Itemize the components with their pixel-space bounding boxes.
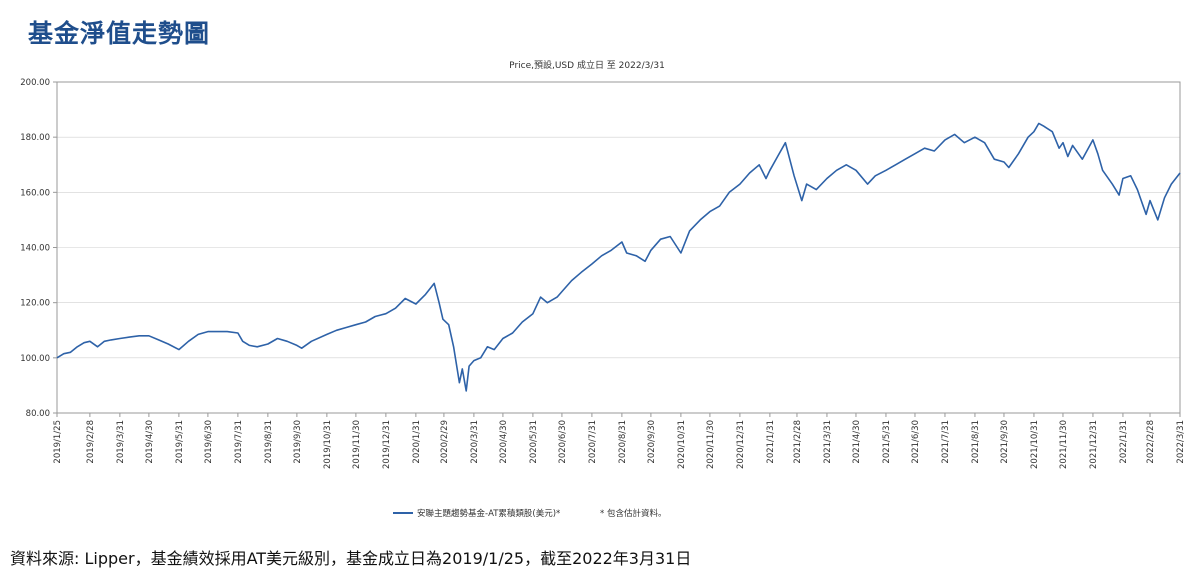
chart-container: Price,預設,USD 成立日 至 2022/3/31 80.00 100.00… (20, 59, 1186, 519)
x-tick-label: 2019/12/31 (382, 420, 392, 469)
gridlines (57, 81, 1180, 414)
x-tick-label: 2019/3/31 (116, 420, 126, 464)
x-tick-label: 2021/8/31 (971, 420, 981, 464)
y-tick-label: 140.00 (20, 244, 50, 254)
page-title: 基金淨值走勢圖 (28, 19, 211, 48)
x-tick-label: 2019/1/25 (53, 420, 63, 464)
x-tick-label: 2020/6/30 (558, 420, 568, 464)
x-tick-label: 2021/2/28 (793, 420, 803, 464)
x-tick-label: 2019/10/31 (323, 420, 333, 469)
x-tick-label: 2020/12/31 (736, 420, 746, 469)
y-tick-label: 100.00 (20, 354, 50, 364)
y-tick-label: 80.00 (26, 409, 50, 419)
x-tick-label: 2020/4/30 (499, 420, 509, 464)
chart-title: Price,預設,USD 成立日 至 2022/3/31 (509, 59, 665, 71)
y-axis: 80.00 100.00 120.00 140.00 160.00 180.00 200.0… (20, 78, 57, 419)
x-tick-label: 2021/5/31 (882, 420, 892, 464)
x-tick-label: 2020/11/30 (706, 420, 716, 469)
x-tick-label: 2021/6/30 (911, 420, 921, 464)
x-tick-label: 2020/3/31 (470, 420, 480, 464)
x-tick-label: 2020/2/29 (440, 420, 450, 464)
legend: 安聯主題趨勢基金-AT累積類股(美元)* * 包含估計資料。 (393, 508, 666, 519)
x-tick-label: 2019/4/30 (145, 420, 155, 464)
x-tick-label: 2019/8/31 (264, 420, 274, 464)
x-tick-label: 2020/5/31 (529, 420, 539, 464)
x-tick-label: 2021/7/31 (941, 420, 951, 464)
x-tick-label: 2019/9/30 (293, 420, 303, 464)
x-tick-label: 2021/3/31 (823, 420, 833, 464)
x-tick-label: 2021/10/31 (1030, 420, 1040, 469)
x-axis: 2019/1/25 2019/2/28 2019/3/31 2019/4/30 2019… (53, 413, 1186, 469)
x-tick-label: 2021/11/30 (1059, 420, 1069, 469)
y-tick-label: 160.00 (20, 188, 50, 198)
x-tick-label: 2022/2/28 (1146, 420, 1156, 464)
x-tick-label: 2019/5/31 (175, 420, 185, 464)
y-tick-label: 180.00 (20, 133, 50, 143)
line-chart: Price,預設,USD 成立日 至 2022/3/31 80.00 100.00… (20, 59, 1186, 519)
x-tick-label: 2021/1/31 (766, 420, 776, 464)
y-tick-label: 120.00 (20, 299, 50, 309)
x-tick-label: 2020/10/31 (677, 420, 687, 469)
x-tick-label: 2019/11/30 (352, 420, 362, 469)
x-tick-label: 2019/7/31 (234, 420, 244, 464)
x-tick-label: 2020/7/31 (588, 420, 598, 464)
x-tick-label: 2021/9/30 (1000, 420, 1010, 464)
x-tick-label: 2020/9/30 (647, 420, 657, 464)
x-tick-label: 2022/1/31 (1119, 420, 1129, 464)
x-tick-label: 2020/1/31 (412, 420, 422, 464)
series-line (56, 122, 1181, 392)
legend-label: 安聯主題趨勢基金-AT累積類股(美元)* (417, 508, 560, 519)
x-tick-label: 2021/12/31 (1089, 420, 1099, 469)
x-tick-label: 2019/2/28 (86, 420, 96, 464)
legend-estimate-note: * 包含估計資料。 (600, 508, 666, 519)
y-tick-label: 200.00 (20, 78, 50, 88)
x-tick-label: 2021/4/30 (852, 420, 862, 464)
x-tick-label: 2020/8/31 (618, 420, 628, 464)
x-tick-label: 2019/6/30 (204, 420, 214, 464)
source-note: 資料來源: Lipper，基金績效採用AT美元級別，基金成立日為2019/1/2… (10, 549, 692, 568)
x-tick-label: 2022/3/31 (1176, 420, 1186, 464)
